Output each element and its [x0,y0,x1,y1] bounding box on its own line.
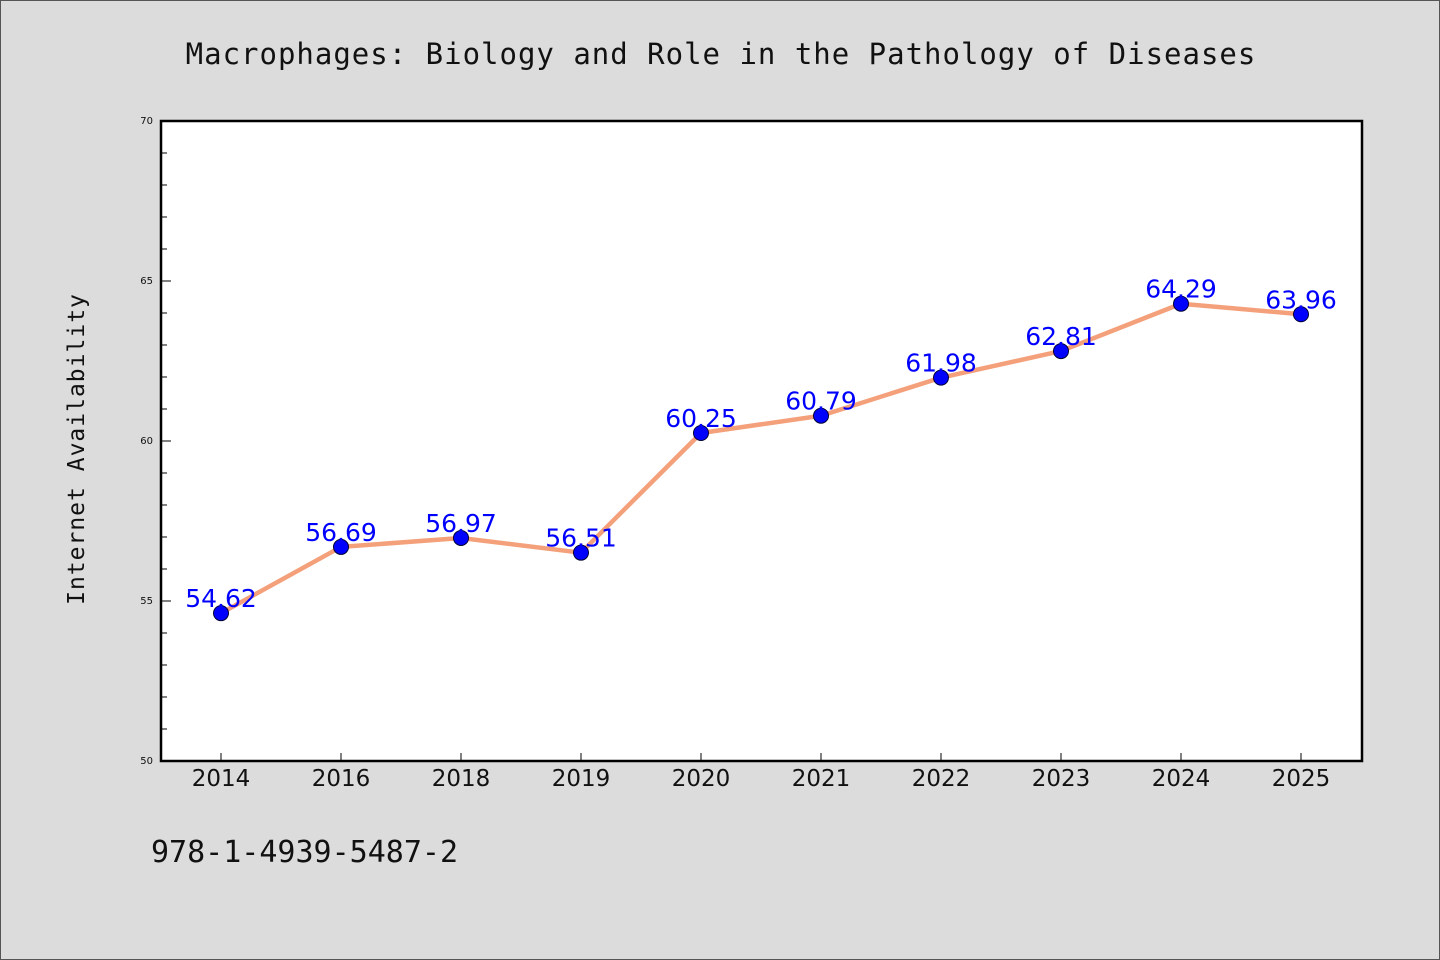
plot-frame [159,119,1364,763]
data-point [693,425,709,441]
x-tick-label: 2019 [552,766,611,792]
x-tick-label: 2024 [1152,766,1211,792]
data-point [813,407,829,424]
data-label: 64.29 [1145,275,1217,304]
x-tick-label: 2025 [1272,766,1331,792]
data-point [573,544,589,561]
x-tick-label: 2018 [432,766,491,792]
x-tick-label: 2022 [912,766,971,792]
data-label: 54.62 [185,584,257,613]
isbn-annotation: 978-1-4939-5487-2 [151,835,459,870]
data-label: 56.97 [425,509,497,538]
y-tick-label: 55 [140,596,153,607]
data-label: 56.69 [305,518,377,547]
data-point [1293,306,1309,323]
data-point [213,605,229,622]
y-tick-label: 70 [140,116,153,127]
data-point [453,529,469,546]
plot-area [161,121,1362,761]
data-label: 60.79 [785,387,857,416]
data-label: 62.81 [1025,322,1097,351]
data-label: 60.25 [665,404,737,433]
y-tick-label: 65 [140,276,153,287]
x-tick-label: 2021 [792,766,851,792]
y-tick-label: 50 [140,756,153,767]
x-tick-label: 2020 [672,766,731,792]
data-point [333,538,349,555]
chart-title: Macrophages: Biology and Role in the Pat… [185,37,1257,71]
data-label: 56.51 [545,524,617,553]
data-label: 63.96 [1265,285,1337,314]
series-line [218,301,1304,616]
x-tick-label: 2014 [192,766,251,792]
x-tick-label: 2016 [312,766,371,792]
data-point [1053,343,1069,360]
data-point [933,369,949,386]
data-label: 61.98 [905,349,977,378]
data-point [1173,295,1189,312]
x-tick-label: 2023 [1032,766,1091,792]
y-tick-label: 60 [140,436,153,447]
